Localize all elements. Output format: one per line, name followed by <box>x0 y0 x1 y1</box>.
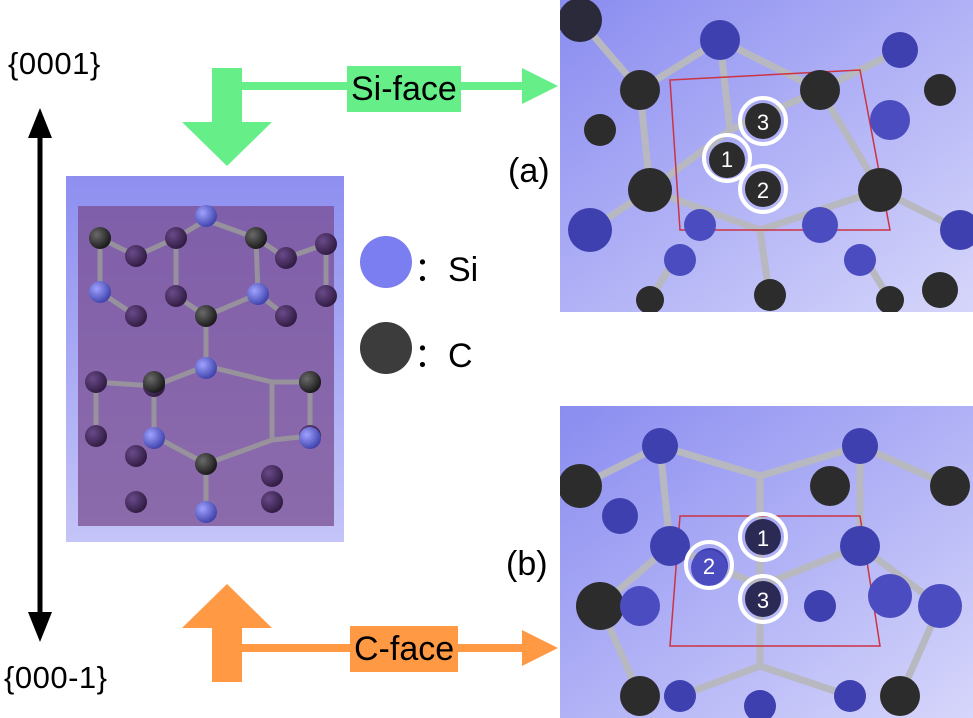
panel-a-marker-3 <box>738 96 788 146</box>
crystal-structure-image <box>66 176 344 542</box>
panel-b-c-face-render: 1 2 3 <box>560 406 973 718</box>
panel-b-marker-3 <box>738 574 788 624</box>
panel-b-marker-1 <box>738 512 788 562</box>
vertical-axis-arrow <box>28 108 52 642</box>
panel-a-label: (a) <box>508 152 550 190</box>
panel-a-si-face-render: 1 2 3 <box>560 0 973 312</box>
panel-a-marker-1 <box>702 133 752 183</box>
panel-b-marker-3-text: 3 <box>757 588 769 613</box>
panel-b-marker-2 <box>684 540 734 590</box>
si-face-label: Si-face <box>347 66 461 112</box>
c-face-label: C-face <box>350 626 459 672</box>
legend-c-swatch <box>360 322 412 374</box>
panel-a-marker-3-text: 3 <box>757 110 769 135</box>
axis-top-label: {0001} <box>8 46 101 81</box>
axis-bottom-label: {000-1} <box>4 660 108 695</box>
legend-c-label: ：C <box>414 337 473 375</box>
panel-a-marker-2-text: 2 <box>757 178 769 203</box>
legend-si-swatch <box>360 236 412 288</box>
panel-a-marker-1-text: 1 <box>721 147 733 172</box>
panel-b-label: (b) <box>506 545 548 583</box>
panel-b-marker-1-text: 1 <box>757 526 769 551</box>
panel-a-marker-2 <box>738 164 788 214</box>
panel-b-marker-2-text: 2 <box>703 554 715 579</box>
legend-si-label: ：Si <box>414 251 479 289</box>
